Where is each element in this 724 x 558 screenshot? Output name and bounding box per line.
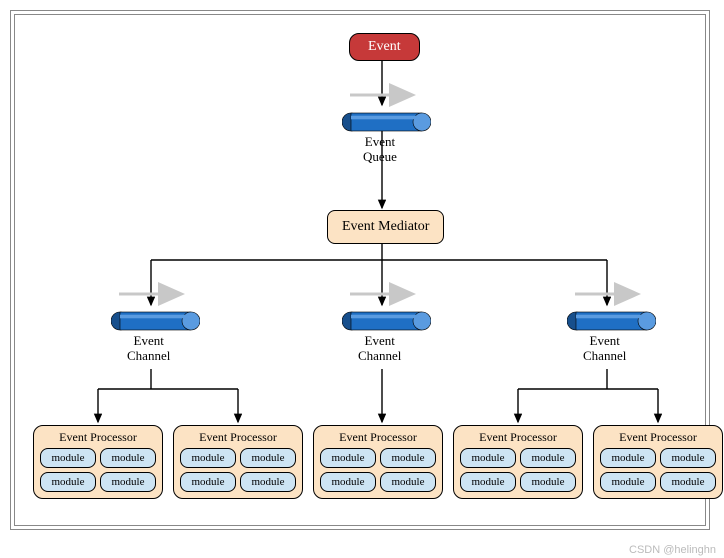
module: module xyxy=(600,472,656,492)
channel-label-2: Channel xyxy=(358,348,401,363)
event-processor: Event Processormodulemodulemodulemodule xyxy=(313,425,443,499)
queue-label-2: Queue xyxy=(363,149,397,164)
module: module xyxy=(660,448,716,468)
cylinder-icon xyxy=(342,112,431,137)
module: module xyxy=(320,472,376,492)
processor-title: Event Processor xyxy=(320,430,436,445)
event-processor: Event Processormodulemodulemodulemodule xyxy=(593,425,723,499)
module: module xyxy=(520,448,576,468)
module: module xyxy=(600,448,656,468)
channel-label-1: Event xyxy=(590,333,620,348)
module-grid: modulemodulemodulemodule xyxy=(180,448,296,492)
watermark: CSDN @helinghn xyxy=(629,544,716,556)
channel-label-2: Channel xyxy=(583,348,626,363)
module: module xyxy=(240,472,296,492)
module: module xyxy=(660,472,716,492)
module: module xyxy=(380,448,436,468)
module: module xyxy=(100,472,156,492)
outer-frame: Event Event Mediator Event Queue xyxy=(10,10,710,530)
module: module xyxy=(520,472,576,492)
event-node: Event xyxy=(349,33,420,61)
processor-title: Event Processor xyxy=(460,430,576,445)
channel-label-2: Channel xyxy=(127,348,170,363)
module: module xyxy=(40,472,96,492)
event-processor: Event Processormodulemodulemodulemodule xyxy=(453,425,583,499)
module: module xyxy=(40,448,96,468)
module: module xyxy=(180,448,236,468)
channel-label: EventChannel xyxy=(358,334,401,364)
module: module xyxy=(380,472,436,492)
processor-title: Event Processor xyxy=(40,430,156,445)
event-processor: Event Processormodulemodulemodulemodule xyxy=(173,425,303,499)
channel-label-1: Event xyxy=(365,333,395,348)
channel-label: EventChannel xyxy=(127,334,170,364)
channel-label: EventChannel xyxy=(583,334,626,364)
module-grid: modulemodulemodulemodule xyxy=(40,448,156,492)
mediator-node: Event Mediator xyxy=(327,210,444,244)
event-label: Event xyxy=(368,39,401,54)
event-box: Event xyxy=(349,33,420,61)
module: module xyxy=(320,448,376,468)
module: module xyxy=(180,472,236,492)
inner-frame: Event Event Mediator Event Queue xyxy=(14,14,706,526)
module-grid: modulemodulemodulemodule xyxy=(320,448,436,492)
module: module xyxy=(100,448,156,468)
processor-title: Event Processor xyxy=(600,430,716,445)
module: module xyxy=(460,448,516,468)
module: module xyxy=(240,448,296,468)
module: module xyxy=(460,472,516,492)
queue-label: Event Queue xyxy=(363,135,397,165)
processor-title: Event Processor xyxy=(180,430,296,445)
mediator-label: Event Mediator xyxy=(342,219,429,234)
module-grid: modulemodulemodulemodule xyxy=(600,448,716,492)
channel-label-1: Event xyxy=(134,333,164,348)
module-grid: modulemodulemodulemodule xyxy=(460,448,576,492)
event-processor: Event Processormodulemodulemodulemodule xyxy=(33,425,163,499)
mediator-box: Event Mediator xyxy=(327,210,444,244)
